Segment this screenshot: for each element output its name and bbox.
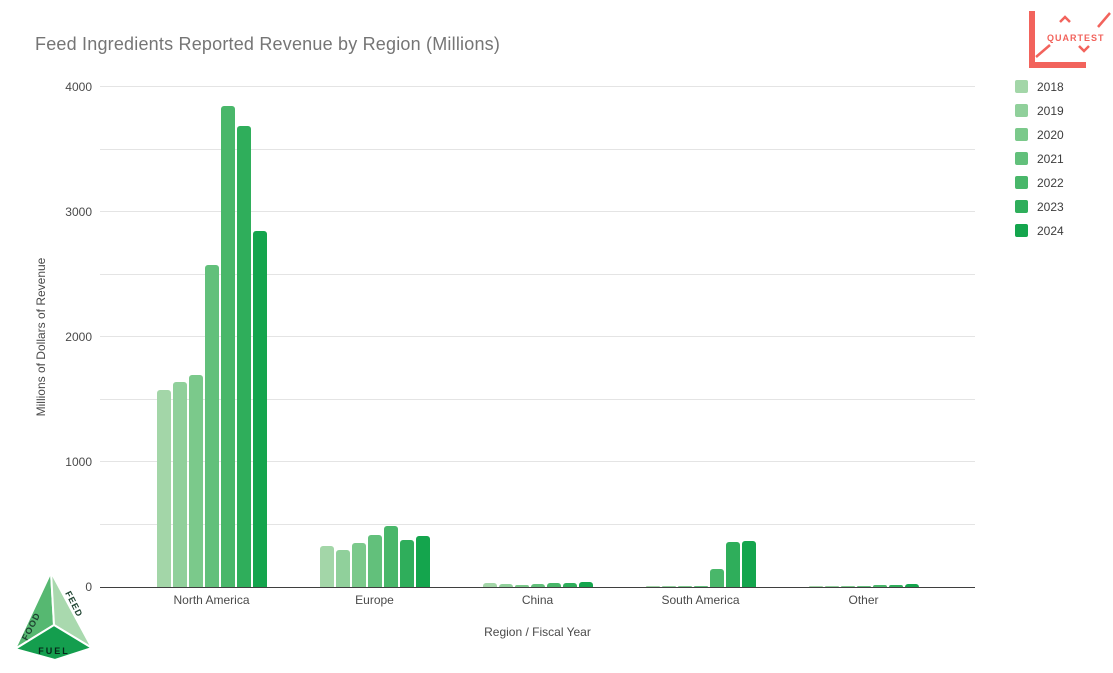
bar-other-2018 (808, 585, 823, 587)
y-axis-labels: 0 1000 2000 3000 4000 (0, 80, 92, 594)
bar-europe-2021 (367, 534, 382, 587)
gridline (100, 398, 975, 400)
gridline (100, 148, 975, 150)
x-axis-title: Region / Fiscal Year (484, 625, 591, 639)
bar-china-2019 (498, 583, 513, 587)
bar-group (619, 87, 782, 587)
bar-north-america-2022 (220, 106, 235, 587)
bar-south-america-2018 (645, 586, 660, 587)
bar-other-2020 (840, 585, 855, 587)
bar-group (456, 87, 619, 587)
legend-item-2019: 2019 (1015, 103, 1064, 118)
x-category-label: China (521, 593, 554, 607)
y-tick-label: 4000 (65, 80, 92, 94)
bar-groups (130, 87, 945, 587)
quartest-logo-text: QUARTEST (1047, 33, 1105, 43)
bar-south-america-2023 (725, 542, 740, 587)
bar-group (293, 87, 456, 587)
legend-label: 2023 (1037, 199, 1064, 214)
bar-group (130, 87, 293, 587)
bar-other-2024 (904, 583, 919, 587)
gridline (100, 273, 975, 275)
x-category-label: North America (173, 593, 250, 607)
bar-north-america-2019 (172, 382, 187, 587)
bar-china-2022 (546, 582, 561, 587)
bar-south-america-2021 (693, 585, 708, 587)
bar-south-america-2020 (677, 586, 692, 587)
bar-south-america-2019 (661, 586, 676, 587)
legend-label: 2022 (1037, 175, 1064, 190)
bar-other-2023 (888, 584, 903, 587)
legend-label: 2019 (1037, 103, 1064, 118)
bar-europe-2018 (319, 546, 334, 587)
legend-swatch (1015, 128, 1028, 141)
logo-label-fuel: FUEL (38, 646, 70, 656)
x-category-label: South America (661, 593, 740, 607)
quartest-logo-trendline (1035, 12, 1111, 58)
y-tick-label: 3000 (65, 205, 92, 219)
legend-label: 2018 (1037, 79, 1064, 94)
y-tick-label: 1000 (65, 455, 92, 469)
gridline (100, 523, 975, 525)
gridline (100, 86, 975, 87)
legend-swatch (1015, 152, 1028, 165)
bar-north-america-2018 (156, 389, 171, 587)
legend-item-2024: 2024 (1015, 223, 1064, 238)
bar-china-2020 (514, 585, 529, 587)
bar-other-2022 (872, 585, 887, 587)
quartest-logo: QUARTEST (1029, 11, 1111, 68)
bar-europe-2024 (415, 535, 430, 587)
bar-north-america-2023 (236, 125, 251, 587)
gridline (100, 336, 975, 337)
legend-item-2022: 2022 (1015, 175, 1064, 190)
x-category-label: Other (848, 593, 879, 607)
bar-china-2018 (482, 583, 497, 587)
bar-china-2024 (578, 582, 593, 587)
legend-swatch (1015, 200, 1028, 213)
bar-other-2019 (824, 585, 839, 587)
bar-china-2023 (562, 582, 577, 587)
legend-swatch (1015, 176, 1028, 189)
legend-swatch (1015, 80, 1028, 93)
chart-legend: 2018 2019 2020 2021 2022 2023 2024 (1015, 80, 1064, 248)
bar-north-america-2020 (188, 375, 203, 587)
y-tick-label: 2000 (65, 330, 92, 344)
chart-title: Feed Ingredients Reported Revenue by Reg… (35, 34, 501, 54)
legend-swatch (1015, 224, 1028, 237)
plot-area (100, 86, 975, 588)
bar-north-america-2021 (204, 265, 219, 587)
bar-group (782, 87, 945, 587)
bar-europe-2022 (383, 525, 398, 587)
legend-label: 2024 (1037, 223, 1064, 238)
legend-item-2020: 2020 (1015, 127, 1064, 142)
bar-europe-2019 (335, 549, 350, 587)
legend-label: 2020 (1037, 127, 1064, 142)
y-tick-label: 0 (85, 580, 92, 594)
bar-south-america-2024 (741, 540, 756, 587)
x-axis-labels: North America Europe China South America Oth… (130, 593, 945, 607)
bar-south-america-2022 (709, 568, 724, 587)
legend-swatch (1015, 104, 1028, 117)
bar-north-america-2024 (252, 230, 267, 587)
legend-item-2023: 2023 (1015, 199, 1064, 214)
legend-label: 2021 (1037, 151, 1064, 166)
quartest-logo-axis (1029, 11, 1086, 68)
bar-other-2021 (856, 585, 871, 587)
bar-china-2021 (530, 583, 545, 587)
x-category-label: Europe (355, 593, 394, 607)
logo-face-fuel (13, 623, 95, 662)
gridline (100, 211, 975, 212)
legend-item-2021: 2021 (1015, 151, 1064, 166)
bar-europe-2023 (399, 540, 414, 587)
legend-item-2018: 2018 (1015, 79, 1064, 94)
food-feed-fuel-logo: FOOD FEED FUEL (13, 571, 95, 662)
gridline (100, 461, 975, 462)
bar-europe-2020 (351, 543, 366, 587)
